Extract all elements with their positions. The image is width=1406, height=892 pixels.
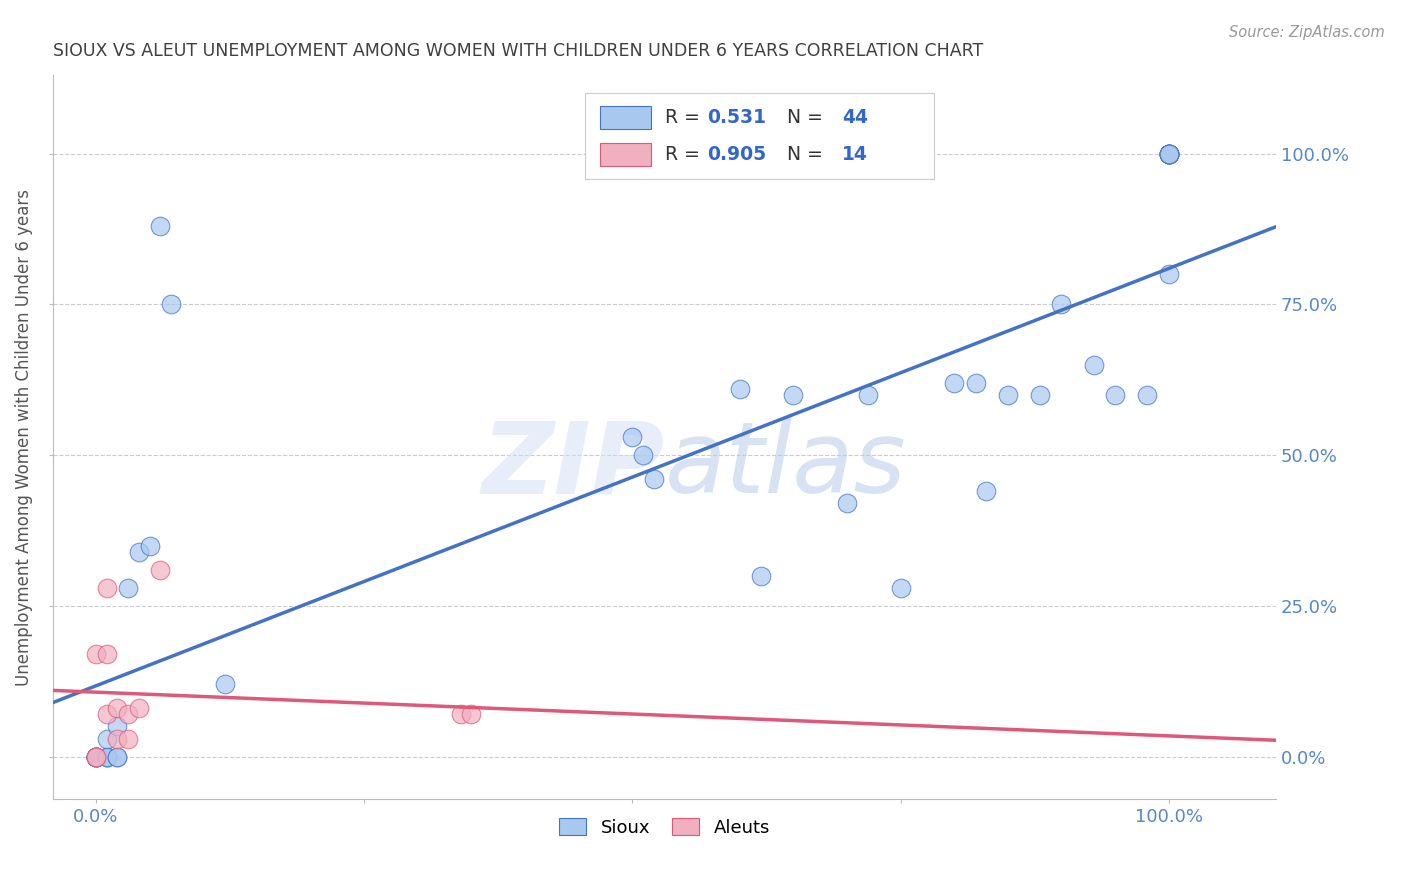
Point <box>631 448 654 462</box>
FancyBboxPatch shape <box>600 143 651 166</box>
Point <box>96 647 118 661</box>
Point <box>1157 146 1180 161</box>
Text: R =: R = <box>665 109 706 128</box>
Point <box>96 749 118 764</box>
Text: N =: N = <box>775 145 828 163</box>
Point <box>84 749 107 764</box>
Text: 44: 44 <box>842 109 868 128</box>
Text: SIOUX VS ALEUT UNEMPLOYMENT AMONG WOMEN WITH CHILDREN UNDER 6 YEARS CORRELATION : SIOUX VS ALEUT UNEMPLOYMENT AMONG WOMEN … <box>53 42 983 60</box>
Y-axis label: Unemployment Among Women with Children Under 6 years: Unemployment Among Women with Children U… <box>15 188 32 686</box>
Point <box>1157 146 1180 161</box>
Point <box>84 749 107 764</box>
Point <box>96 707 118 722</box>
Point <box>1083 358 1105 372</box>
Point <box>643 472 665 486</box>
Point <box>1157 146 1180 161</box>
Point <box>1157 146 1180 161</box>
Point <box>117 731 139 746</box>
Point <box>460 707 482 722</box>
Point <box>96 749 118 764</box>
Point <box>1157 146 1180 161</box>
Point <box>84 749 107 764</box>
Point <box>84 749 107 764</box>
Point <box>976 484 998 499</box>
Point <box>1029 388 1052 402</box>
Point <box>1050 297 1073 311</box>
FancyBboxPatch shape <box>585 94 934 178</box>
Point <box>1104 388 1126 402</box>
Point <box>889 581 911 595</box>
Point <box>107 731 129 746</box>
Point <box>84 749 107 764</box>
Point <box>858 388 880 402</box>
Point <box>107 749 129 764</box>
Legend: Sioux, Aleuts: Sioux, Aleuts <box>553 811 778 844</box>
Point <box>749 568 772 582</box>
Point <box>117 707 139 722</box>
Point <box>96 581 118 595</box>
Point <box>965 376 987 390</box>
Point <box>835 496 858 510</box>
Text: atlas: atlas <box>665 417 907 515</box>
Text: 0.531: 0.531 <box>707 109 766 128</box>
Point <box>621 430 644 444</box>
Point <box>149 219 172 233</box>
Point <box>214 677 236 691</box>
Point <box>160 297 183 311</box>
Point <box>1157 146 1180 161</box>
Point <box>84 647 107 661</box>
Text: 0.905: 0.905 <box>707 145 766 163</box>
Point <box>138 539 160 553</box>
Point <box>117 581 139 595</box>
FancyBboxPatch shape <box>600 106 651 129</box>
Text: ZIP: ZIP <box>481 417 665 515</box>
Point <box>107 719 129 733</box>
Point <box>943 376 966 390</box>
Text: N =: N = <box>775 109 828 128</box>
Text: 14: 14 <box>842 145 868 163</box>
Point <box>96 731 118 746</box>
Point <box>84 749 107 764</box>
Point <box>128 544 150 558</box>
Point <box>782 388 804 402</box>
Point <box>128 701 150 715</box>
Point <box>1157 267 1180 281</box>
Point <box>450 707 472 722</box>
Point <box>96 749 118 764</box>
Point <box>149 563 172 577</box>
Point <box>1136 388 1159 402</box>
Point <box>728 382 751 396</box>
Point <box>84 749 107 764</box>
Text: Source: ZipAtlas.com: Source: ZipAtlas.com <box>1229 25 1385 40</box>
Point <box>1157 146 1180 161</box>
Point <box>997 388 1019 402</box>
Point <box>107 701 129 715</box>
Point <box>107 749 129 764</box>
Text: R =: R = <box>665 145 706 163</box>
